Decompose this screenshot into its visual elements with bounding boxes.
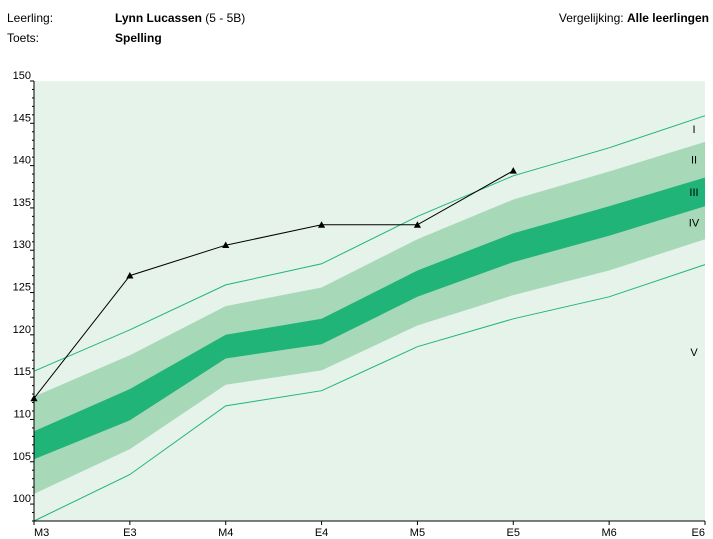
y-tick-label: 110 (13, 408, 31, 420)
x-tick-label: E4 (315, 527, 328, 539)
data-point-marker (222, 241, 230, 249)
band-label-v: V (690, 347, 698, 359)
band-iii-area (34, 177, 705, 460)
student-label: Leerling: (7, 11, 54, 25)
test-name: Spelling (115, 31, 162, 45)
student-name: Lynn Lucassen (115, 11, 202, 25)
y-tick-label: 130 (13, 239, 31, 251)
y-tick-label: 150 (13, 70, 31, 82)
x-tick-label: M6 (602, 527, 617, 539)
x-tick-label: M5 (410, 527, 425, 539)
y-tick-label: 105 (13, 451, 31, 463)
data-point-marker (317, 221, 326, 228)
comparison-value: Alle leerlingen (626, 11, 709, 25)
axes: 100 105 110 115 120 125 130 135 140 145 150 M3 E3 M4 E… (13, 70, 706, 539)
data-point-marker (30, 394, 38, 402)
y-tick-label: 145 (13, 112, 31, 124)
band-label-ii: II (691, 155, 697, 167)
x-tick-label: M4 (218, 527, 233, 539)
x-tick-label: E5 (507, 527, 520, 539)
boundary-line-top (33, 115, 706, 372)
x-tick-label: E3 (123, 527, 136, 539)
level-bands (33, 81, 706, 522)
data-point-marker (413, 221, 422, 228)
y-tick-label: 115 (13, 366, 31, 378)
band-label-i: I (692, 124, 695, 136)
student-series (30, 167, 517, 402)
y-tick-label: 125 (13, 282, 31, 294)
test-label: Toets: (7, 31, 40, 45)
comparison-label: Vergelijking: (558, 11, 624, 25)
x-tick-label: E6 (692, 527, 705, 539)
student-line (33, 170, 514, 399)
student-info: Lynn Lucassen (5 - 5B) (115, 11, 245, 25)
y-tick-label: 120 (13, 324, 31, 336)
data-point-marker (126, 272, 134, 279)
y-tick-label: 140 (13, 155, 31, 167)
boundary-line-bottom (33, 264, 706, 522)
x-tick-label: M3 (34, 527, 49, 539)
data-point-marker (509, 167, 517, 174)
comparison: Vergelijking: Alle leerlingen (559, 11, 709, 25)
band-label-iii: III (689, 187, 698, 199)
band-label-iv: IV (689, 218, 700, 230)
y-tick-label: 100 (13, 493, 31, 505)
y-tick-label: 135 (13, 197, 31, 209)
student-group: (5 - 5B) (205, 11, 246, 25)
